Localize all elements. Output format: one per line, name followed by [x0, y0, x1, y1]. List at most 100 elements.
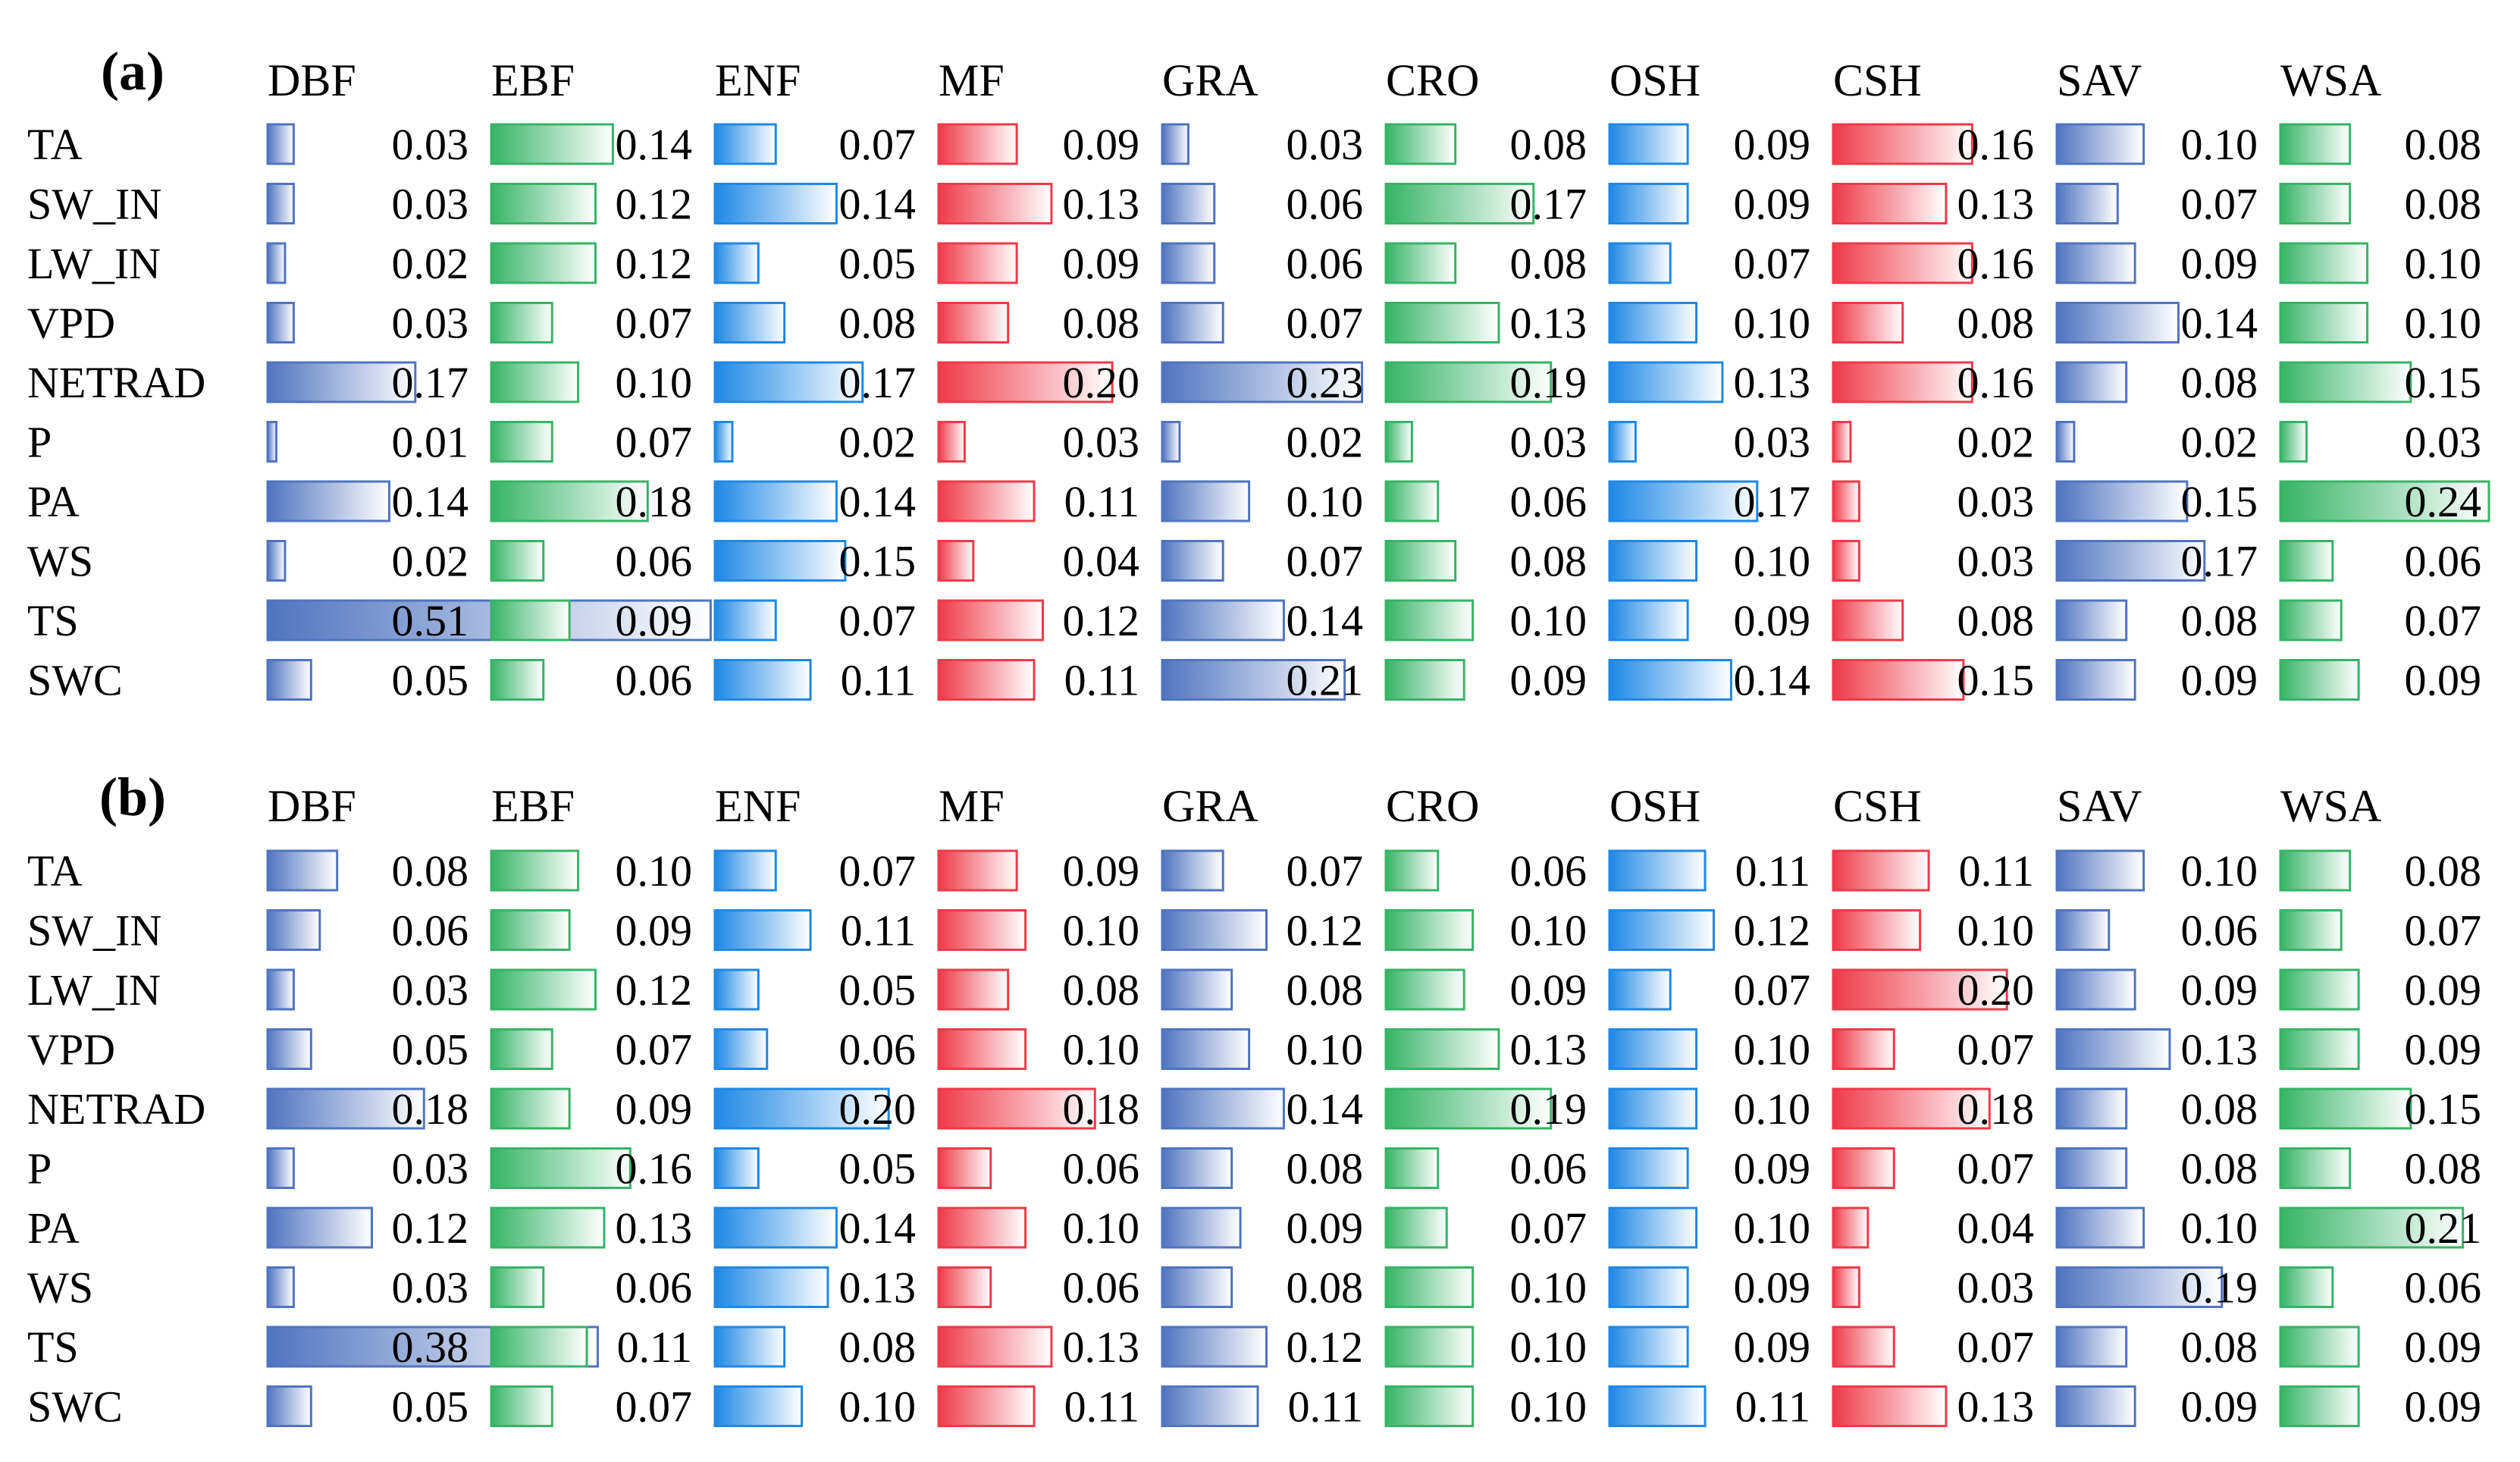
data-bar	[713, 659, 812, 701]
data-label: 0.09	[2405, 1025, 2482, 1075]
data-bar	[2055, 302, 2180, 344]
data-label: 0.12	[1734, 906, 1811, 955]
data-label: 0.04	[1957, 1203, 2035, 1253]
data-bar	[266, 480, 390, 522]
data-bar	[937, 909, 1027, 951]
data-label: 0.11	[1735, 1382, 1810, 1432]
data-bar	[937, 1028, 1027, 1070]
data-bar	[1832, 968, 2008, 1011]
data-label: 0.02	[2181, 418, 2258, 467]
data-label: 0.19	[1510, 1084, 1588, 1134]
data-label: 0.06	[1510, 846, 1588, 896]
data-bar	[2055, 421, 2076, 463]
data-label: 0.06	[1510, 1144, 1588, 1194]
column-header: CRO	[1386, 781, 1479, 831]
data-label: 0.03	[392, 1144, 469, 1194]
data-label: 0.11	[1735, 846, 1810, 896]
data-bar	[1832, 540, 1860, 582]
data-label: 0.15	[839, 537, 917, 586]
data-label: 0.18	[392, 1084, 469, 1134]
row-label: NETRAD	[27, 358, 205, 407]
data-label: 0.11	[1064, 1382, 1139, 1432]
data-bar	[266, 659, 312, 701]
data-label: 0.24	[2405, 477, 2482, 526]
column-header: OSH	[1609, 781, 1700, 831]
data-label: 0.09	[2405, 1382, 2482, 1432]
data-label: 0.16	[1957, 120, 2035, 169]
data-label: 0.08	[2181, 1144, 2258, 1194]
row-label: SW_IN	[27, 906, 161, 955]
data-bar	[490, 480, 649, 522]
data-label: 0.09	[2405, 965, 2482, 1015]
data-bar	[1384, 968, 1465, 1011]
data-bar	[1384, 421, 1413, 463]
data-bar	[937, 599, 1044, 642]
data-label: 0.06	[2181, 906, 2258, 955]
data-bar	[2055, 968, 2136, 1011]
data-bar	[1161, 1087, 1285, 1130]
data-label: 0.08	[2181, 358, 2258, 407]
data-bar	[1608, 421, 1637, 463]
data-label: 0.14	[1287, 596, 1364, 645]
data-label: 0.02	[392, 239, 469, 288]
data-label: 0.13	[1063, 1322, 1140, 1372]
data-label: 0.10	[1510, 906, 1588, 955]
data-bar	[266, 968, 295, 1011]
data-label: 0.10	[2405, 299, 2482, 348]
data-label: 0.10	[1287, 477, 1364, 526]
data-bar	[2055, 659, 2136, 701]
data-bar	[2055, 849, 2145, 892]
column-header: ENF	[715, 781, 801, 831]
column-header: MF	[939, 55, 1005, 105]
data-label: 0.09	[1510, 965, 1588, 1015]
data-bar	[1832, 909, 1922, 951]
data-label: 0.05	[392, 1025, 469, 1075]
data-bar	[1161, 1266, 1233, 1308]
data-label: 0.12	[616, 180, 693, 229]
data-bar	[937, 968, 1010, 1011]
data-label: 0.14	[392, 477, 469, 526]
data-label: 0.20	[839, 1084, 917, 1134]
data-label: 0.17	[1510, 180, 1588, 229]
column-header: SAV	[2057, 781, 2142, 831]
data-label: 0.09	[1510, 656, 1588, 705]
data-label: 0.13	[1510, 299, 1588, 348]
data-label: 0.09	[1734, 120, 1811, 169]
data-bar	[1832, 1028, 1895, 1070]
data-bar	[937, 1266, 992, 1308]
data-bar	[1608, 123, 1689, 165]
data-bar	[937, 1385, 1036, 1427]
data-label: 0.51	[392, 596, 469, 645]
row-label: TA	[27, 120, 83, 169]
data-bar	[1384, 1326, 1475, 1368]
data-label: 0.15	[2405, 358, 2482, 407]
data-label: 0.03	[1063, 418, 1140, 467]
data-label: 0.15	[2181, 477, 2258, 526]
data-bar	[490, 659, 545, 701]
data-label: 0.08	[1957, 596, 2035, 645]
data-label: 0.12	[616, 965, 693, 1015]
row-label: PA	[27, 1203, 80, 1253]
data-label: 0.13	[1957, 1382, 2035, 1432]
data-bar	[1161, 1028, 1251, 1070]
data-label: 0.10	[1734, 1203, 1811, 1253]
data-label: 0.03	[1734, 418, 1811, 467]
data-label: 0.06	[616, 1263, 693, 1313]
data-label: 0.10	[1063, 906, 1140, 955]
data-label: 0.08	[839, 299, 917, 348]
data-label: 0.14	[1734, 656, 1811, 705]
row-label: WS	[27, 537, 93, 586]
data-bar	[490, 909, 571, 951]
data-label: 0.09	[1734, 1144, 1811, 1194]
data-bar	[1608, 659, 1732, 701]
column-header: OSH	[1609, 55, 1700, 105]
data-label: 0.07	[616, 418, 693, 467]
data-bar	[1384, 1385, 1475, 1427]
data-bar	[937, 1087, 1096, 1130]
data-bar	[266, 599, 712, 642]
data-label: 0.07	[616, 1025, 693, 1075]
data-bar	[937, 1206, 1027, 1249]
data-label: 0.03	[392, 1263, 469, 1313]
data-bar	[490, 1385, 553, 1427]
data-label: 0.09	[2181, 1382, 2258, 1432]
